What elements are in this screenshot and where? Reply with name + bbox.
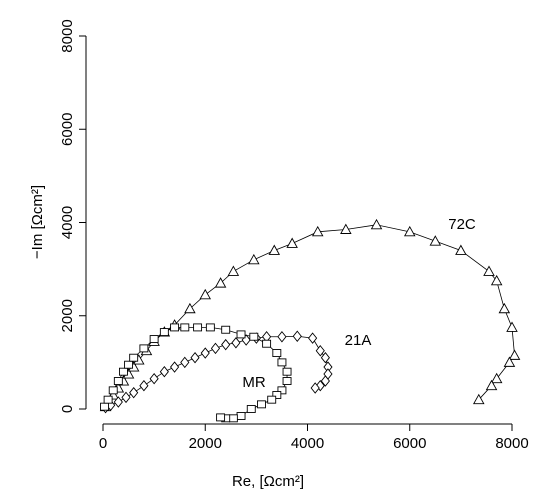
data-point — [159, 365, 169, 378]
data-point — [498, 302, 511, 314]
data-point — [113, 396, 123, 408]
data-point — [216, 413, 226, 422]
data-point — [103, 395, 113, 404]
data-point — [320, 375, 330, 387]
data-point — [184, 302, 196, 314]
data-point — [227, 265, 240, 276]
data-point — [100, 402, 109, 411]
data-point — [118, 367, 128, 376]
data-point — [315, 344, 325, 357]
data-point — [236, 412, 246, 420]
series-line — [105, 224, 515, 407]
data-point — [503, 356, 516, 367]
data-point — [292, 330, 302, 342]
data-point — [455, 244, 467, 255]
data-point — [473, 393, 485, 405]
data-point — [200, 347, 210, 359]
data-point — [286, 237, 298, 248]
data-point — [180, 356, 190, 369]
series-label: 72C — [448, 216, 476, 233]
data-point — [272, 391, 282, 399]
data-point — [310, 382, 320, 394]
data-point — [370, 218, 383, 230]
data-point — [210, 342, 221, 355]
data-point — [139, 379, 149, 392]
data-point — [485, 379, 498, 391]
y-tick-label: 4000 — [59, 206, 76, 239]
data-point — [121, 391, 131, 404]
data-point — [282, 377, 292, 385]
data-point — [193, 323, 203, 332]
x-tick-label: 6000 — [393, 435, 426, 452]
data-point — [490, 372, 503, 384]
data-point — [199, 288, 212, 300]
data-point — [257, 400, 266, 409]
data-point — [221, 338, 231, 351]
data-point — [124, 360, 134, 369]
data-point — [108, 386, 118, 395]
data-point — [262, 339, 272, 348]
data-point — [139, 344, 149, 353]
data-point — [506, 321, 518, 332]
x-tick-label: 2000 — [189, 435, 222, 452]
data-point — [149, 372, 159, 385]
y-tick-label: 2000 — [59, 299, 76, 332]
data-point — [170, 323, 180, 332]
data-point — [205, 323, 215, 332]
series-label: 21A — [345, 332, 372, 349]
data-point — [272, 349, 282, 357]
data-point — [113, 377, 123, 385]
data-point — [249, 332, 259, 341]
data-point — [231, 337, 241, 349]
data-point — [277, 386, 287, 395]
data-point — [248, 253, 260, 265]
data-point — [282, 367, 292, 376]
data-point — [129, 386, 139, 399]
data-point — [340, 223, 352, 234]
data-point — [246, 405, 256, 413]
data-point — [277, 331, 287, 343]
data-point — [129, 353, 139, 362]
data-point — [236, 330, 246, 339]
data-point — [169, 361, 180, 373]
y-tick-label: 6000 — [59, 113, 76, 146]
y-tick-label: 8000 — [59, 19, 76, 52]
x-axis-title: Re, [Ωcm²] — [232, 473, 304, 490]
data-point — [149, 335, 159, 344]
data-point — [429, 235, 442, 246]
x-tick-label: 0 — [99, 435, 107, 452]
data-point — [320, 351, 330, 364]
data-point — [490, 274, 503, 286]
data-point — [159, 328, 169, 337]
y-tick-label: 0 — [59, 405, 76, 413]
data-point — [403, 225, 416, 237]
data-point — [268, 244, 281, 255]
data-point — [267, 395, 277, 404]
data-point — [180, 323, 190, 332]
data-point — [228, 414, 238, 423]
data-point — [308, 332, 318, 344]
data-point — [221, 325, 231, 334]
data-point — [214, 277, 227, 288]
y-axis-title: −Im [Ωcm²] — [29, 185, 46, 259]
data-point — [483, 265, 495, 276]
series-label: MR — [242, 374, 265, 391]
x-tick-label: 4000 — [291, 435, 324, 452]
data-point — [277, 358, 287, 367]
data-point — [311, 225, 324, 237]
data-point — [190, 351, 200, 364]
series-line — [105, 335, 329, 408]
data-point — [508, 349, 521, 360]
x-tick-label: 8000 — [495, 435, 528, 452]
